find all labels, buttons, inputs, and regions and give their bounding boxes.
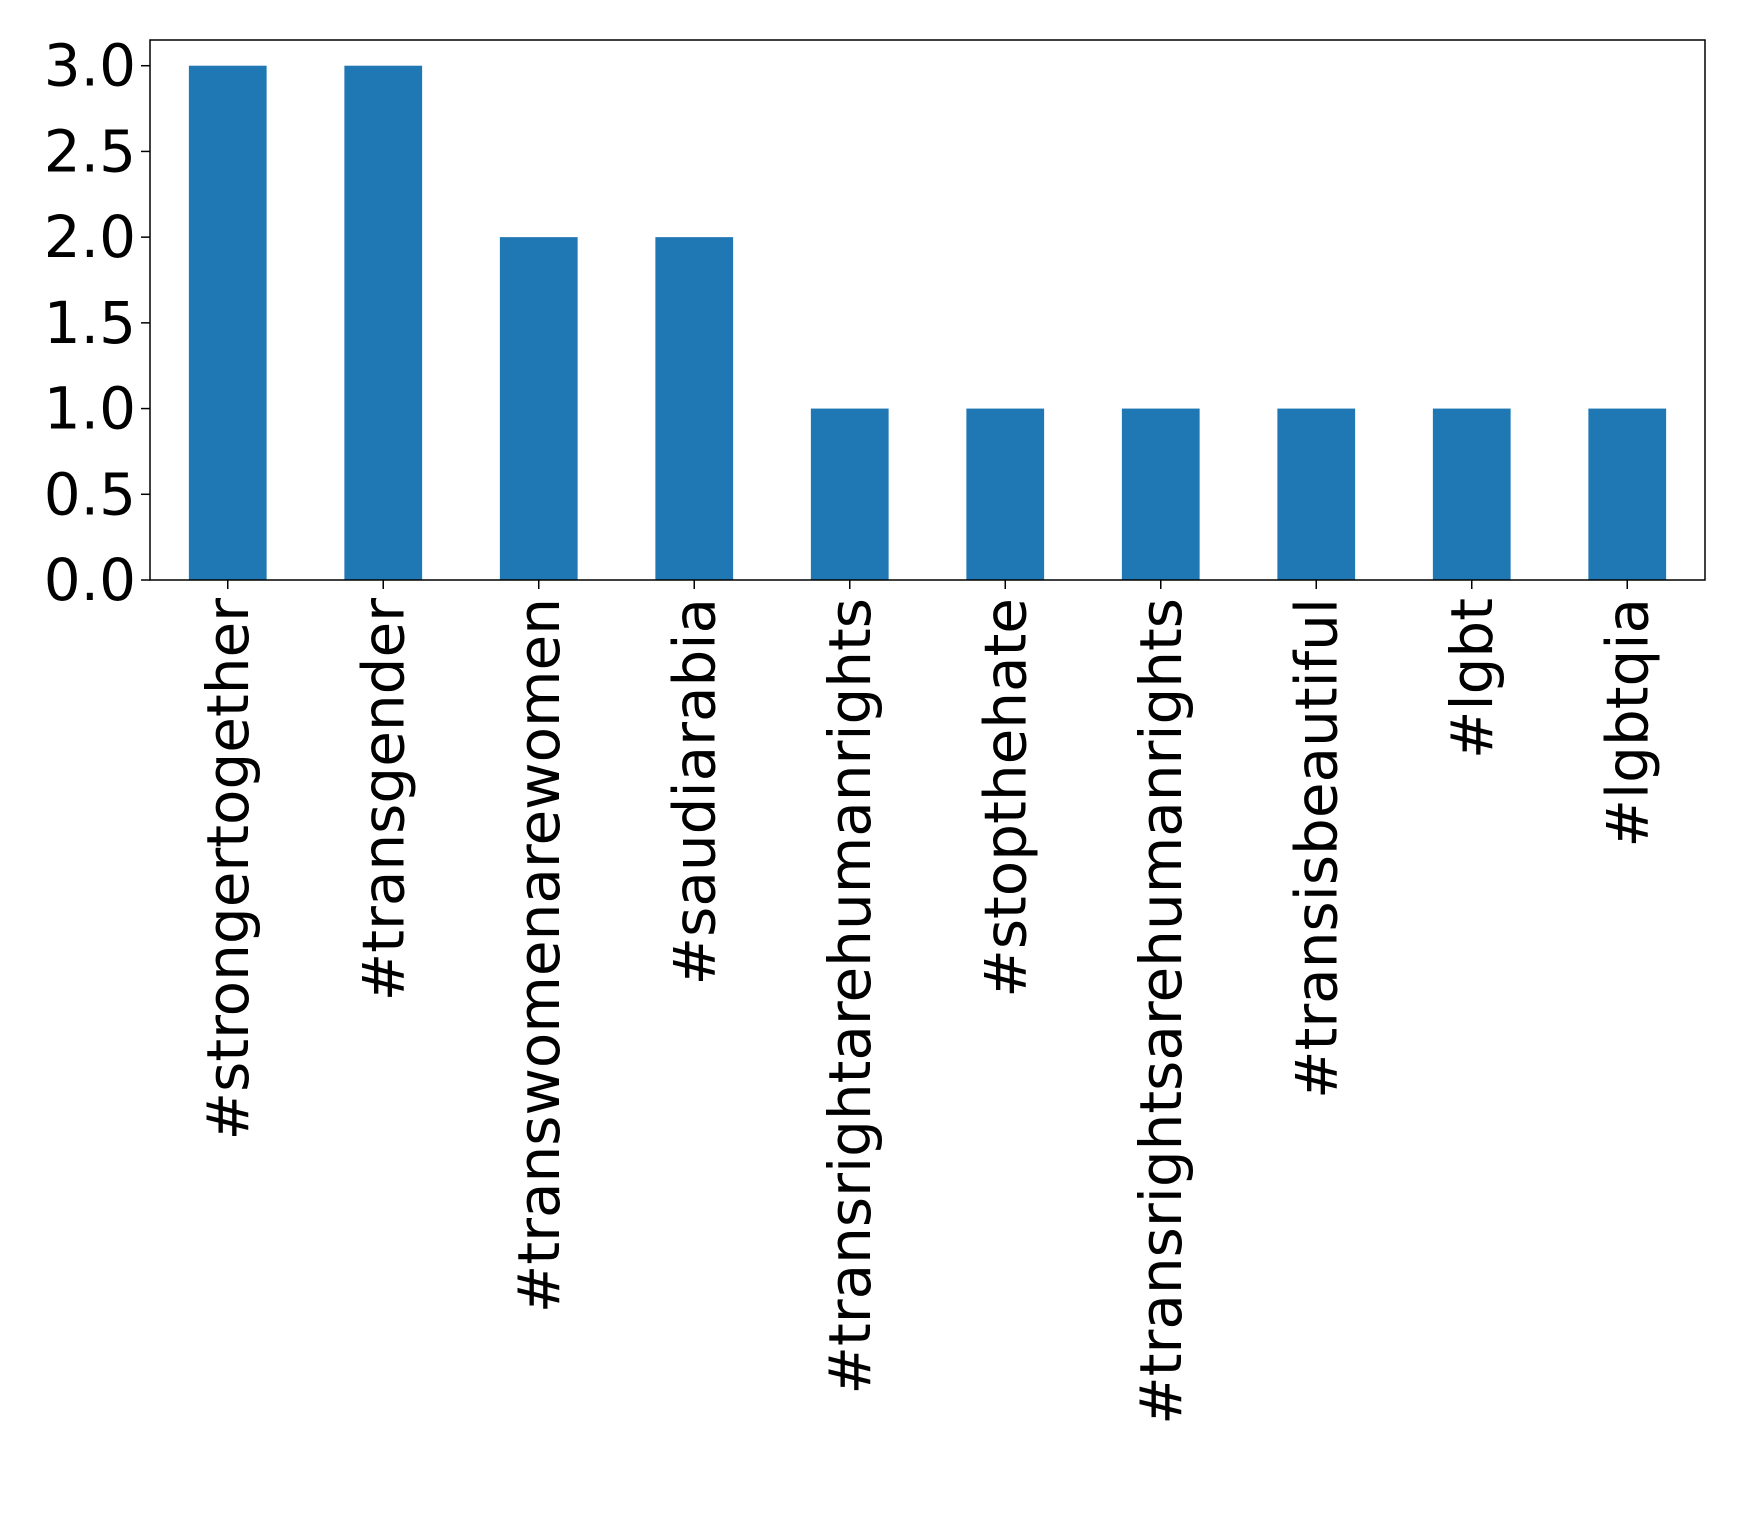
y-tick-label: 0.5	[44, 460, 136, 528]
y-tick-label: 1.0	[44, 375, 136, 443]
bar	[1432, 408, 1511, 580]
plot-frame	[149, 39, 1706, 581]
x-tick-label: #strongertogether	[194, 598, 262, 1141]
bar	[1588, 408, 1667, 580]
bar	[1277, 408, 1356, 580]
y-tick-label: 2.5	[44, 117, 136, 185]
bar	[966, 408, 1045, 580]
bar	[655, 237, 734, 580]
x-tick-label: #lgbtqia	[1593, 598, 1661, 848]
bar	[188, 65, 267, 580]
bar	[1121, 408, 1200, 580]
y-tick-label: 1.5	[44, 289, 136, 357]
x-tick-label: #lgbt	[1438, 598, 1506, 759]
bar	[344, 65, 423, 580]
x-tick-label: #transrightarehumanrights	[816, 598, 884, 1395]
y-tick-label: 2.0	[44, 203, 136, 271]
y-tick-label: 0.0	[44, 546, 136, 614]
x-tick-label: #transgender	[349, 598, 417, 1001]
y-axis: 0.0 0.5 1.0 1.5 2.0 2.5 3.0	[44, 32, 150, 614]
x-tick-label: #transrightsarehumanrights	[1127, 598, 1195, 1425]
bar	[810, 408, 889, 580]
x-tick-label: #stopthehate	[971, 598, 1039, 998]
x-tick-label: #transwomenarewomen	[505, 598, 573, 1313]
bars-group	[188, 65, 1667, 580]
x-tick-label: #saudiarabia	[660, 598, 728, 985]
x-axis: #strongertogether #transgender #transwomen…	[194, 580, 1661, 1425]
bar	[499, 237, 578, 580]
x-tick-label: #transisbeautiful	[1282, 598, 1350, 1099]
y-tick-label: 3.0	[44, 32, 136, 100]
